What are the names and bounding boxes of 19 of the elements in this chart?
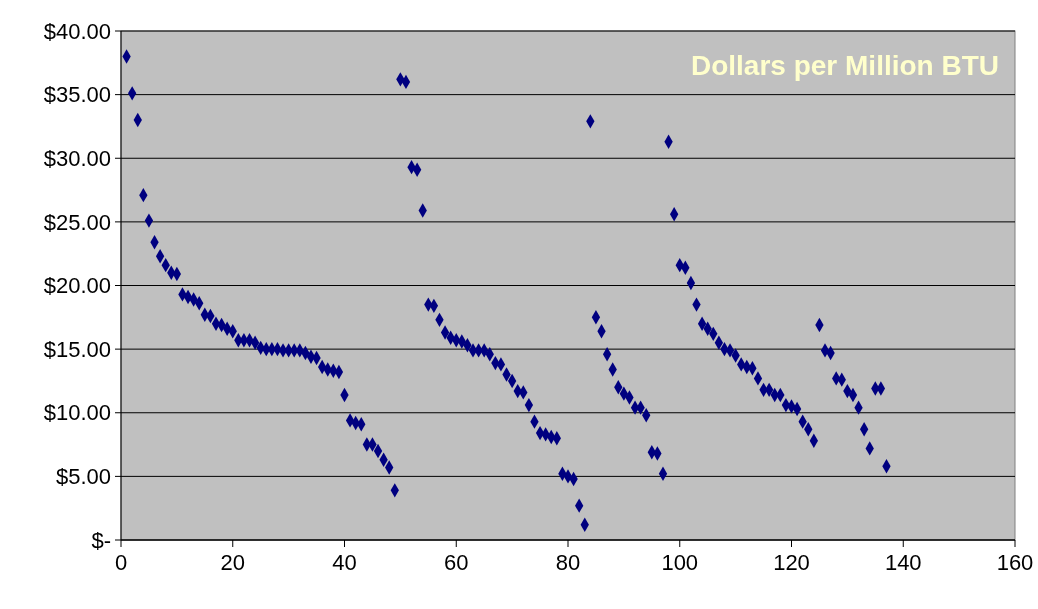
y-tick-label: $35.00 — [43, 82, 111, 108]
x-tick-label: 60 — [444, 550, 469, 575]
y-tick-label: $25.00 — [43, 209, 111, 235]
x-tick-label: 80 — [555, 550, 581, 575]
y-tick-label: $- — [91, 527, 111, 553]
x-tick-label: 120 — [773, 550, 810, 575]
x-tick-label: 140 — [884, 550, 922, 575]
y-tick-label: $15.00 — [43, 336, 111, 362]
x-tick-label: 100 — [661, 550, 699, 575]
y-tick-label: $30.00 — [43, 145, 111, 171]
y-tick-label: $10.00 — [43, 400, 111, 426]
x-tick-label: 40 — [332, 550, 357, 575]
x-tick-label: 20 — [220, 550, 245, 575]
y-tick-label: $40.00 — [43, 18, 111, 44]
y-tick-label: $20.00 — [43, 273, 111, 299]
text: Dollars per Million BTU — [690, 50, 999, 81]
x-tick-label: 160 — [996, 550, 1034, 575]
y-tick-label: $5.00 — [55, 464, 111, 490]
x-tick-label: 0 — [114, 550, 128, 575]
